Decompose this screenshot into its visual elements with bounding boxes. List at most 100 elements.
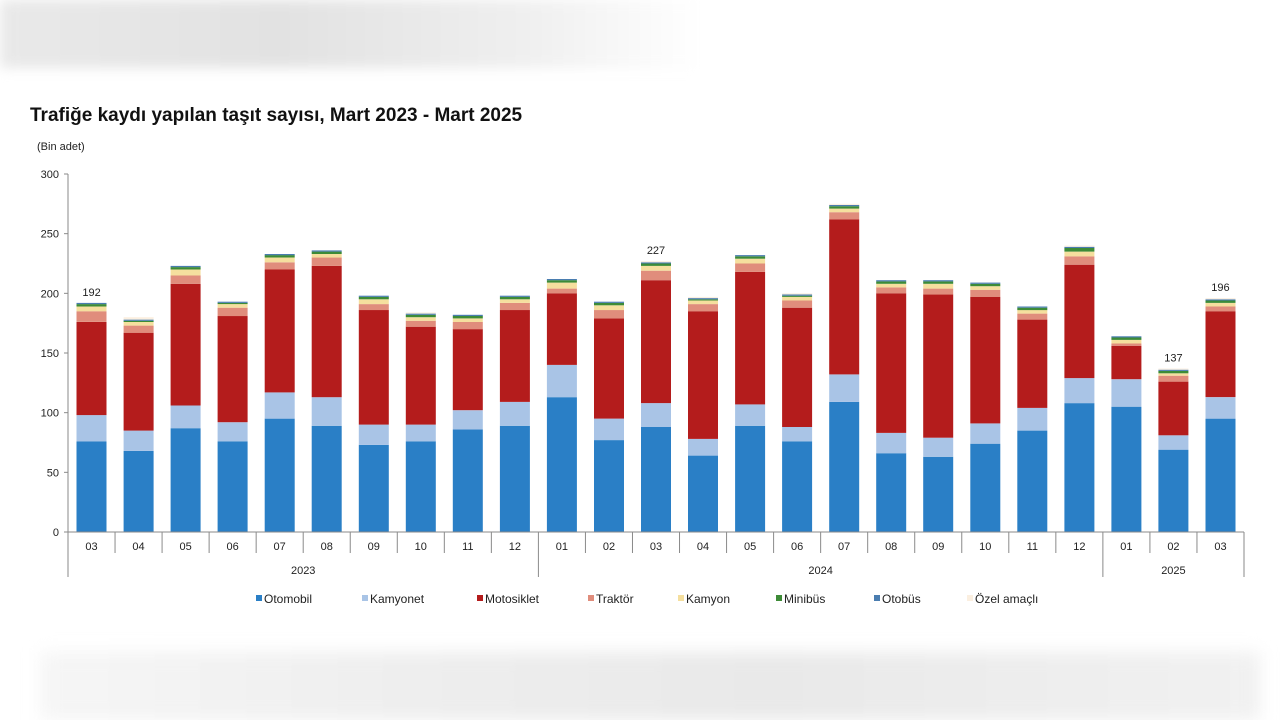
bar-segment-otomobil bbox=[829, 401, 860, 532]
bar-segment-minib-s bbox=[217, 302, 248, 305]
bar-segment-otob-s bbox=[264, 254, 295, 256]
bar-segment-kamyonet bbox=[264, 392, 295, 419]
bar-segment-otomobil bbox=[641, 427, 671, 532]
bar-segment-trakt-r bbox=[1205, 306, 1236, 312]
bar-segment-minib-s bbox=[1158, 370, 1189, 374]
bar-segment-otomobil bbox=[1064, 403, 1095, 532]
bar-segment-kamyonet bbox=[970, 423, 1001, 444]
bar-segment--zel-ama-l- bbox=[688, 296, 718, 299]
bar-segment-trakt-r bbox=[76, 311, 107, 322]
bar-segment-kamyonet bbox=[311, 397, 342, 426]
bar-segment-motosiklet bbox=[1205, 311, 1236, 398]
bar-segment-kamyonet bbox=[499, 401, 530, 426]
bar-segment-kamyon bbox=[735, 258, 766, 264]
bar-segment-minib-s bbox=[688, 299, 718, 301]
bar-segment-motosiklet bbox=[76, 322, 107, 416]
unit-label: (Bin adet) bbox=[37, 141, 85, 153]
bar-segment-kamyonet bbox=[1111, 379, 1142, 407]
bar-segment-kamyon bbox=[76, 306, 107, 312]
bar-segment-trakt-r bbox=[358, 304, 389, 311]
legend-label: Motosiklet bbox=[485, 592, 540, 606]
bar-segment-minib-s bbox=[405, 314, 436, 318]
bar-segment-trakt-r bbox=[876, 287, 907, 294]
bar-segment-otomobil bbox=[594, 440, 624, 532]
bar-segment-kamyonet bbox=[782, 427, 813, 442]
bar-segment-otob-s bbox=[970, 282, 1001, 284]
bar-segment-otomobil bbox=[405, 441, 436, 532]
bar-segment-minib-s bbox=[735, 256, 766, 259]
bar-segment-otob-s bbox=[452, 314, 483, 316]
bar-segment-trakt-r bbox=[1017, 313, 1048, 320]
x-tick-label: 10 bbox=[415, 541, 427, 553]
bar-segment-trakt-r bbox=[688, 304, 718, 312]
bar-segment-kamyonet bbox=[76, 415, 107, 442]
bar-segment-otob-s bbox=[311, 250, 342, 252]
bar-segment-kamyon bbox=[829, 208, 860, 213]
x-tick-label: 09 bbox=[368, 541, 380, 553]
bar-segment-motosiklet bbox=[311, 265, 342, 398]
bar-segment--zel-ama-l- bbox=[641, 261, 671, 263]
legend-label: Otomobil bbox=[264, 592, 312, 606]
bar-segment-minib-s bbox=[641, 263, 671, 266]
legend-swatch bbox=[678, 595, 684, 601]
bar-segment--zel-ama-l- bbox=[1205, 298, 1236, 300]
bar-segment--zel-ama-l- bbox=[829, 203, 860, 205]
bar-segment-kamyon bbox=[546, 282, 577, 289]
bar-segment-trakt-r bbox=[264, 262, 295, 270]
bar-segment-kamyon bbox=[358, 299, 389, 305]
y-tick-label: 300 bbox=[41, 169, 59, 181]
bar-segment-kamyonet bbox=[217, 422, 248, 442]
x-tick-label: 03 bbox=[1214, 541, 1226, 553]
bar-segment-motosiklet bbox=[546, 293, 577, 365]
bar-segment-kamyonet bbox=[594, 418, 624, 441]
bar-segment-kamyonet bbox=[876, 433, 907, 454]
bar-segment-otob-s bbox=[829, 205, 860, 207]
bar-segment-otomobil bbox=[264, 418, 295, 532]
x-tick-label: 02 bbox=[1167, 541, 1179, 553]
bar-segment-trakt-r bbox=[923, 288, 954, 295]
bar-segment-kamyon bbox=[1158, 373, 1189, 376]
x-tick-label: 03 bbox=[650, 541, 662, 553]
bar-segment-minib-s bbox=[123, 320, 154, 322]
x-tick-label: 01 bbox=[556, 541, 568, 553]
y-tick-label: 150 bbox=[41, 348, 59, 360]
bar-segment--zel-ama-l- bbox=[123, 317, 154, 320]
x-tick-label: 04 bbox=[132, 541, 144, 553]
bar-segment-kamyonet bbox=[452, 410, 483, 430]
bar-segment-otomobil bbox=[876, 453, 907, 532]
bar-segment-trakt-r bbox=[829, 212, 860, 220]
legend: Otomobil Kamyonet Motosiklet Traktör Kamyon M… bbox=[256, 592, 1038, 606]
bar-segment-kamyonet bbox=[170, 405, 201, 429]
x-tick-label: 12 bbox=[1073, 541, 1085, 553]
bar-segment-otob-s bbox=[923, 280, 954, 282]
data-label: 196 bbox=[1211, 282, 1229, 294]
bar-segment-kamyon bbox=[688, 300, 718, 305]
bar-segment-motosiklet bbox=[735, 271, 766, 405]
bar-segment--zel-ama-l- bbox=[1064, 245, 1095, 247]
bar-segment-motosiklet bbox=[264, 269, 295, 393]
bar-segment-trakt-r bbox=[405, 320, 436, 327]
bar-segment-minib-s bbox=[782, 295, 813, 297]
bar-segment-trakt-r bbox=[499, 302, 530, 311]
bar-segment-kamyon bbox=[311, 254, 342, 258]
y-tick-label: 250 bbox=[41, 229, 59, 241]
bar-segment-otomobil bbox=[688, 455, 718, 532]
bar-segment-motosiklet bbox=[1111, 345, 1142, 380]
bar-segment-otomobil bbox=[1111, 406, 1142, 532]
bar-segment-kamyon bbox=[123, 322, 154, 326]
bar-segment-kamyonet bbox=[546, 364, 577, 398]
bar-segment-motosiklet bbox=[970, 296, 1001, 424]
bar-segment-kamyon bbox=[264, 257, 295, 263]
bar-segment-otob-s bbox=[123, 319, 154, 321]
bar-segment-kamyonet bbox=[641, 403, 671, 427]
bar-segment-minib-s bbox=[76, 304, 107, 307]
x-tick-label: 02 bbox=[603, 541, 615, 553]
bar-segment-otomobil bbox=[1017, 430, 1048, 532]
bar-segment-minib-s bbox=[311, 251, 342, 254]
bar-segment-motosiklet bbox=[217, 316, 248, 423]
legend-label: Otobüs bbox=[882, 592, 921, 606]
x-tick-label: 08 bbox=[885, 541, 897, 553]
bar-segment-otob-s bbox=[217, 301, 248, 303]
bar-segment-trakt-r bbox=[170, 275, 201, 284]
bar-segment-otob-s bbox=[1111, 336, 1142, 338]
